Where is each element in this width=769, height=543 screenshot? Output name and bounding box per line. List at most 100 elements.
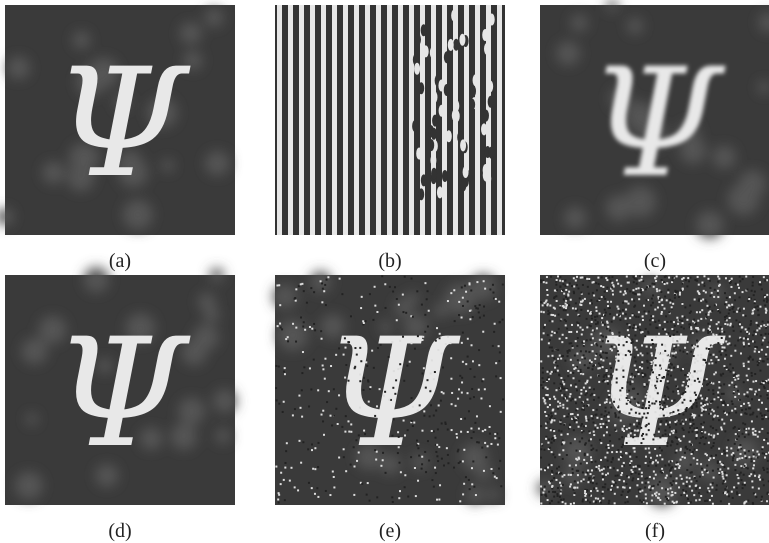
speckle <box>667 424 669 426</box>
speckle <box>651 361 653 363</box>
speckle <box>638 465 640 467</box>
speckle <box>541 444 543 446</box>
speckle <box>728 369 730 371</box>
speckle <box>602 423 604 425</box>
speckle <box>641 472 643 474</box>
speckle <box>727 467 729 469</box>
speckle <box>297 489 299 491</box>
speckle <box>404 474 406 476</box>
speckle <box>637 438 639 440</box>
speckle <box>721 350 723 352</box>
speckle <box>723 410 725 412</box>
speckle <box>725 277 727 279</box>
speckle <box>700 357 702 359</box>
speckle <box>725 301 727 303</box>
speckle <box>563 415 565 417</box>
speckle <box>585 418 587 420</box>
speckle <box>588 440 590 442</box>
speckle <box>721 453 723 455</box>
fringe-distortion <box>483 110 489 122</box>
speckle <box>541 338 543 340</box>
speckle <box>637 404 639 406</box>
speckle <box>677 409 679 411</box>
speckle <box>755 496 757 498</box>
speckle <box>563 424 565 426</box>
speckle <box>738 428 740 430</box>
speckle <box>673 430 675 432</box>
speckle <box>482 430 484 432</box>
speckle <box>465 291 467 293</box>
speckle <box>284 467 286 469</box>
speckle <box>677 366 679 368</box>
speckle <box>555 295 557 297</box>
speckle <box>673 334 675 336</box>
speckle <box>329 494 331 496</box>
speckle <box>470 289 472 291</box>
speckle <box>623 480 625 482</box>
speckle <box>391 496 393 498</box>
speckle <box>618 344 620 346</box>
speckle <box>326 401 328 403</box>
noise-blob <box>215 428 231 444</box>
speckle <box>663 281 665 283</box>
speckle <box>332 471 334 473</box>
speckle <box>711 486 713 488</box>
speckle <box>457 398 459 400</box>
speckle <box>647 465 649 467</box>
speckle <box>608 307 610 309</box>
speckle <box>369 293 371 295</box>
speckle <box>459 461 461 463</box>
speckle <box>720 427 722 429</box>
speckle <box>751 375 753 377</box>
speckle <box>661 406 663 408</box>
speckle <box>731 304 733 306</box>
speckle <box>666 354 668 356</box>
speckle <box>592 409 594 411</box>
speckle <box>500 485 502 487</box>
speckle <box>617 350 619 352</box>
speckle <box>619 389 621 391</box>
speckle <box>628 412 630 414</box>
speckle <box>431 479 433 481</box>
speckle <box>584 490 586 492</box>
speckle <box>740 352 742 354</box>
speckle <box>685 386 687 388</box>
speckle <box>597 427 599 429</box>
speckle <box>739 280 741 282</box>
speckle <box>471 344 473 346</box>
speckle <box>711 362 713 364</box>
speckle <box>758 362 760 364</box>
speckle <box>425 387 427 389</box>
speckle <box>760 325 762 327</box>
speckle <box>601 317 603 319</box>
speckle <box>654 448 656 450</box>
speckle <box>762 452 764 454</box>
speckle <box>617 283 619 285</box>
speckle <box>682 322 684 324</box>
speckle <box>759 479 761 481</box>
speckle <box>617 338 619 340</box>
speckle <box>431 359 433 361</box>
speckle <box>753 308 755 310</box>
speckle <box>385 307 387 309</box>
speckle <box>706 500 708 502</box>
speckle <box>736 493 738 495</box>
speckle <box>760 412 762 414</box>
speckle <box>411 420 413 422</box>
speckle <box>666 299 668 301</box>
speckle <box>464 285 466 287</box>
speckle <box>743 393 745 395</box>
speckle <box>570 393 572 395</box>
speckle <box>314 329 316 331</box>
speckle <box>697 345 699 347</box>
speckle <box>589 387 591 389</box>
speckle <box>695 399 697 401</box>
speckle <box>625 318 627 320</box>
speckle <box>629 317 631 319</box>
speckle <box>398 497 400 499</box>
speckle <box>550 276 552 278</box>
speckle <box>756 416 758 418</box>
speckle <box>324 284 326 286</box>
speckle <box>655 474 657 476</box>
speckle <box>713 435 715 437</box>
